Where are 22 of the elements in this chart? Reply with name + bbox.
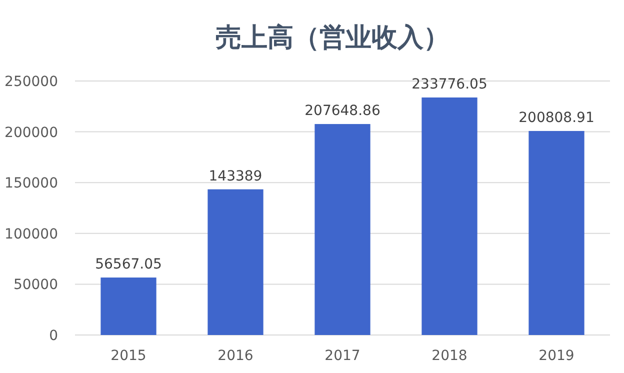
- data-label: 200808.91: [518, 110, 594, 126]
- bar: [528, 130, 584, 335]
- x-tick-label: 2019: [538, 348, 574, 364]
- data-label: 143389: [208, 168, 262, 184]
- y-tick-label: 0: [49, 328, 58, 344]
- data-label: 56567.05: [95, 256, 162, 273]
- y-tick-label: 50000: [13, 277, 58, 294]
- bar: [208, 189, 264, 335]
- y-tick-label: 250000: [4, 74, 58, 90]
- y-tick-label: 100000: [4, 226, 58, 242]
- data-label: 207648.86: [304, 103, 380, 120]
- x-tick-label: 2016: [218, 348, 254, 364]
- x-tick-label: 2018: [432, 348, 468, 364]
- x-tick-label: 2015: [110, 348, 146, 364]
- chart-title: 売上高（営业收入）: [216, 23, 450, 53]
- y-tick-label: 200000: [4, 124, 58, 141]
- data-label: 233776.05: [412, 76, 488, 92]
- bar: [314, 124, 370, 335]
- y-tick-label: 150000: [4, 176, 58, 192]
- x-tick-label: 2017: [324, 348, 360, 364]
- bar: [422, 97, 478, 335]
- bar: [100, 278, 156, 335]
